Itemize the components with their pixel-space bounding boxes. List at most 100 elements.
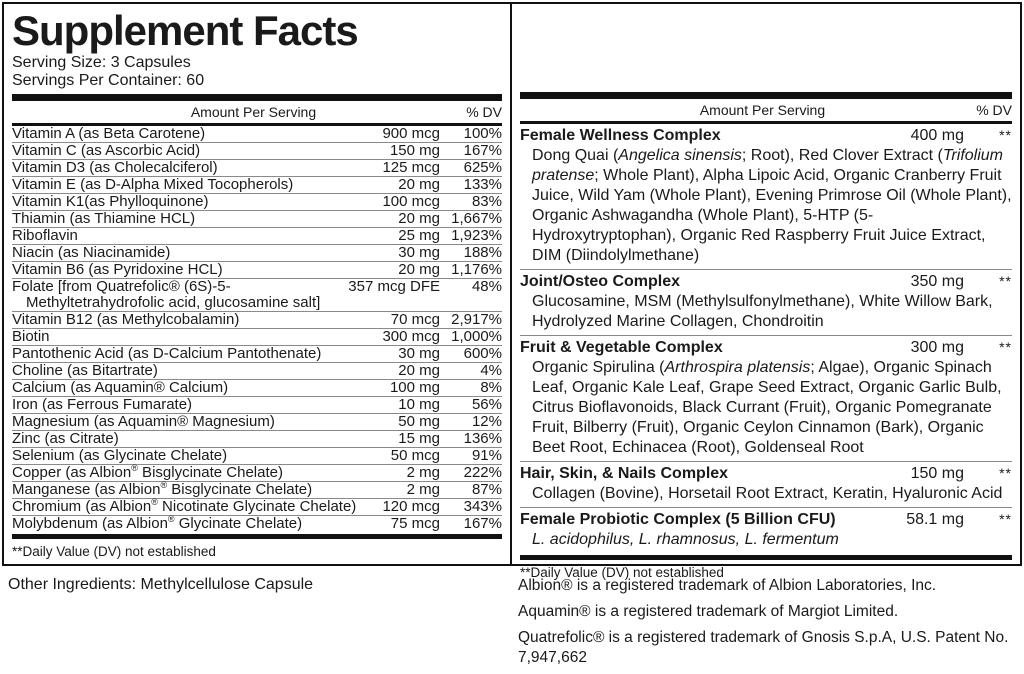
nutrient-dv: 167% <box>463 515 502 532</box>
nutrient-name: Vitamin B12 (as Methylcobalamin) <box>12 311 240 328</box>
nutrient-name: Copper (as Albion® Bisglycinate Chelate) <box>12 463 283 481</box>
nutrient-dv: 600% <box>463 345 502 362</box>
right-column: Amount Per Serving % DV Female Wellness … <box>512 4 1020 580</box>
complex-header: Hair, Skin, & Nails Complex 150 mg ** <box>520 462 1012 484</box>
serving-size: Serving Size: 3 Capsules <box>12 54 191 71</box>
divider-mid-bar <box>520 121 1012 124</box>
nutrient-row: Riboflavin 25 mg 1,923% <box>12 227 502 244</box>
nutrient-name: Iron (as Ferrous Fumarate) <box>12 396 193 413</box>
servings-per-container: Servings Per Container: 60 <box>12 72 205 89</box>
complex-amount: 150 mg <box>910 465 964 482</box>
trademark-notes: Albion® is a registered trademark of Alb… <box>518 576 1016 674</box>
complex-name: Fruit & Vegetable Complex <box>520 339 723 356</box>
nutrient-rows: Vitamin A (as Beta Carotene) 900 mcg 100% V… <box>12 126 502 532</box>
nutrient-name: Zinc (as Citrate) <box>12 430 119 447</box>
divider-heavy-bar <box>12 94 502 101</box>
nutrient-name: Vitamin C (as Ascorbic Acid) <box>12 142 201 159</box>
amount-per-serving-header: Amount Per Serving <box>190 104 317 120</box>
complex-row: Joint/Osteo Complex 350 mg ** Glucosamine, … <box>520 269 1012 335</box>
nutrient-row: Manganese (as Albion® Bisglycinate Chela… <box>12 481 502 498</box>
complex-header: Fruit & Vegetable Complex 300 mg ** <box>520 336 1012 358</box>
nutrient-name: Magnesium (as Aquamin® Magnesium) <box>12 413 275 430</box>
percent-dv-header: % DV <box>466 104 502 120</box>
complex-ingredients: Organic Spirulina (Arthrospira platensis… <box>532 359 1002 456</box>
nutrient-dv: 188% <box>463 244 502 261</box>
nutrient-dv: 167% <box>463 142 502 159</box>
divider-mid-bar <box>12 123 502 126</box>
nutrient-name: Vitamin B6 (as Pyridoxine HCL) <box>12 261 223 278</box>
nutrient-amount: 120 mcg <box>382 498 440 515</box>
divider-heavy-bar <box>12 534 502 539</box>
nutrient-amount: 20 mg <box>398 362 440 379</box>
nutrient-dv: 100% <box>463 125 502 142</box>
left-column: Supplement Facts Serving Size: 3 Capsule… <box>4 4 512 564</box>
nutrient-amount: 100 mcg <box>382 193 440 210</box>
complex-rows: Female Wellness Complex 400 mg ** Dong Quai… <box>520 124 1012 553</box>
complex-amount: 400 mg <box>910 127 964 144</box>
nutrient-row: Vitamin A (as Beta Carotene) 900 mcg 100% <box>12 126 502 142</box>
nutrient-amount: 15 mg <box>398 430 440 447</box>
complex-header: Joint/Osteo Complex 350 mg ** <box>520 270 1012 292</box>
complex-ingredients: Glucosamine, MSM (Methylsulfonylmethane)… <box>532 293 993 330</box>
nutrient-dv: 8% <box>480 379 502 396</box>
nutrient-amount: 70 mcg <box>390 311 440 328</box>
nutrient-amount: 900 mcg <box>382 125 440 142</box>
trademark-note: Aquamin® is a registered trademark of Ma… <box>518 603 899 620</box>
nutrient-name: Vitamin E (as D-Alpha Mixed Tocopherols) <box>12 176 294 193</box>
spacer <box>520 4 1012 88</box>
nutrient-amount: 50 mg <box>398 413 440 430</box>
nutrient-name: Choline (as Bitartrate) <box>12 362 158 379</box>
nutrient-name: Riboflavin <box>12 227 78 244</box>
complex-dv: ** <box>999 127 1012 143</box>
nutrient-amount: 10 mg <box>398 396 440 413</box>
complex-amount: 350 mg <box>910 273 964 290</box>
nutrient-row: Thiamin (as Thiamine HCL) 20 mg 1,667% <box>12 210 502 227</box>
nutrient-amount: 300 mcg <box>382 328 440 345</box>
nutrient-dv: 1,176% <box>451 261 502 278</box>
complex-header: Female Wellness Complex 400 mg ** <box>520 124 1012 146</box>
percent-dv-header: % DV <box>976 102 1012 118</box>
nutrient-row: Calcium (as Aquamin® Calcium) 100 mg 8% <box>12 379 502 396</box>
nutrient-row: Selenium (as Glycinate Chelate) 50 mcg 91% <box>12 447 502 464</box>
nutrient-row: Zinc (as Citrate) 15 mg 136% <box>12 430 502 447</box>
nutrient-amount: 30 mg <box>398 345 440 362</box>
nutrient-row: Copper (as Albion® Bisglycinate Chelate)… <box>12 464 502 481</box>
nutrient-row: Pantothenic Acid (as D-Calcium Pantothen… <box>12 345 502 362</box>
nutrient-amount: 150 mg <box>389 142 440 159</box>
nutrient-name: Niacin (as Niacinamide) <box>12 244 171 261</box>
complex-dv: ** <box>999 339 1012 355</box>
nutrient-dv: 4% <box>480 362 502 379</box>
nutrient-row: Chromium (as Albion® Nicotinate Glycinat… <box>12 498 502 515</box>
nutrient-row: Vitamin C (as Ascorbic Acid) 150 mg 167% <box>12 142 502 159</box>
complex-row: Female Wellness Complex 400 mg ** Dong Quai… <box>520 124 1012 269</box>
nutrient-dv: 222% <box>463 464 502 481</box>
daily-value-footnote: **Daily Value (DV) not established <box>12 544 216 559</box>
nutrient-amount: 75 mcg <box>390 515 440 532</box>
complex-dv: ** <box>999 511 1012 527</box>
nutrient-dv: 136% <box>463 430 502 447</box>
left-table-header: Amount Per Serving % DV <box>12 101 502 123</box>
nutrient-amount: 2 mg <box>406 464 440 481</box>
nutrient-row: Niacin (as Niacinamide) 30 mg 188% <box>12 244 502 261</box>
nutrient-dv: 343% <box>463 498 502 515</box>
page-title: Supplement Facts <box>12 7 359 54</box>
nutrient-name: Folate [from Quatrefolic® (6S)-5- Methylt… <box>12 278 321 311</box>
complex-name: Joint/Osteo Complex <box>520 273 681 290</box>
nutrient-name: Chromium (as Albion® Nicotinate Glycinat… <box>12 497 357 515</box>
complex-name: Hair, Skin, & Nails Complex <box>520 465 729 482</box>
nutrient-row: Folate [from Quatrefolic® (6S)-5- Methylt… <box>12 278 502 311</box>
nutrient-dv: 1,667% <box>451 210 502 227</box>
nutrient-row: Vitamin E (as D-Alpha Mixed Tocopherols)… <box>12 176 502 193</box>
nutrient-dv: 625% <box>463 159 502 176</box>
nutrient-name: Manganese (as Albion® Bisglycinate Chela… <box>12 480 313 498</box>
nutrient-name: Calcium (as Aquamin® Calcium) <box>12 379 229 396</box>
nutrient-name: Vitamin D3 (as Cholecalciferol) <box>12 159 218 176</box>
nutrient-amount: 30 mg <box>398 244 440 261</box>
nutrient-amount: 20 mg <box>398 261 440 278</box>
nutrient-row: Magnesium (as Aquamin® Magnesium) 50 mg 12… <box>12 413 502 430</box>
nutrient-amount: 2 mg <box>406 481 440 498</box>
nutrient-name: Vitamin A (as Beta Carotene) <box>12 125 206 142</box>
nutrient-row: Vitamin B6 (as Pyridoxine HCL) 20 mg 1,176… <box>12 261 502 278</box>
nutrient-amount: 50 mcg <box>390 447 440 464</box>
nutrient-dv: 83% <box>471 193 502 210</box>
